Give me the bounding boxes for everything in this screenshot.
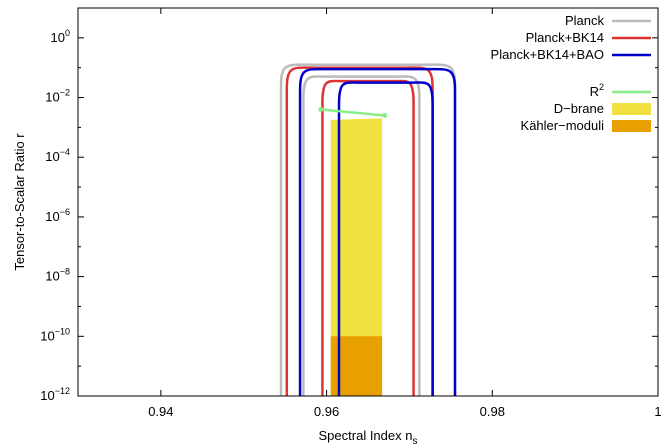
legend-swatch-6 <box>612 120 651 132</box>
contour-inner-1 <box>321 79 415 396</box>
contour-outer-2 <box>298 67 457 396</box>
x-axis-label: Spectral Index ns <box>319 428 418 446</box>
x-tick-label-3: 1 <box>654 404 661 419</box>
legend-label-6: Kähler−moduli <box>521 118 605 133</box>
contour-outer-1 <box>285 66 434 396</box>
legend-label-0: Planck <box>565 13 605 28</box>
axis-ticks: 0.94 0.96 0.98 1 100 10−2 10−4 10−6 10−8 10−10 10−… <box>40 8 662 419</box>
legend-label-2: Planck+BK14+BAO <box>491 47 604 62</box>
legend-label-1: Planck+BK14 <box>526 30 604 45</box>
model-bands <box>330 118 383 396</box>
x-axis-label-subscript: s <box>412 436 417 446</box>
x-axis-label-text: Spectral Index n <box>319 428 413 443</box>
legend-label-4: R2 <box>590 82 604 99</box>
band-1 <box>330 336 383 396</box>
contour-inner-0 <box>302 75 421 396</box>
model-lines <box>318 106 388 118</box>
contour-outer-0 <box>279 63 457 396</box>
y-tick-label-2: 10−4 <box>45 147 70 164</box>
legend-swatch-5 <box>612 103 651 115</box>
model-point-0-1 <box>382 112 388 118</box>
y-tick-label-0: 100 <box>51 28 70 45</box>
plot-area <box>279 63 457 396</box>
x-tick-label-2: 0.98 <box>480 404 505 419</box>
x-tick-label-0: 0.94 <box>148 404 173 419</box>
contour-inner-2 <box>337 81 434 396</box>
contours <box>279 63 457 396</box>
y-axis-label: Tensor-to-Scalar Ratio r <box>12 133 27 271</box>
legend-label-5: D−brane <box>554 101 604 116</box>
model-point-0-0 <box>318 106 324 112</box>
x-tick-label-1: 0.96 <box>314 404 339 419</box>
y-tick-label-3: 10−6 <box>45 207 70 224</box>
model-line-0 <box>320 108 385 117</box>
y-tick-label-4: 10−8 <box>45 267 70 284</box>
y-tick-label-5: 10−10 <box>40 326 70 343</box>
y-tick-label-6: 10−12 <box>40 386 70 403</box>
y-tick-label-1: 10−2 <box>45 88 70 105</box>
legend: Planck Planck+BK14 Planck+BK14+BAO R2 D−bran… <box>491 13 651 133</box>
band-0 <box>330 118 383 396</box>
plot-frame <box>77 7 659 397</box>
